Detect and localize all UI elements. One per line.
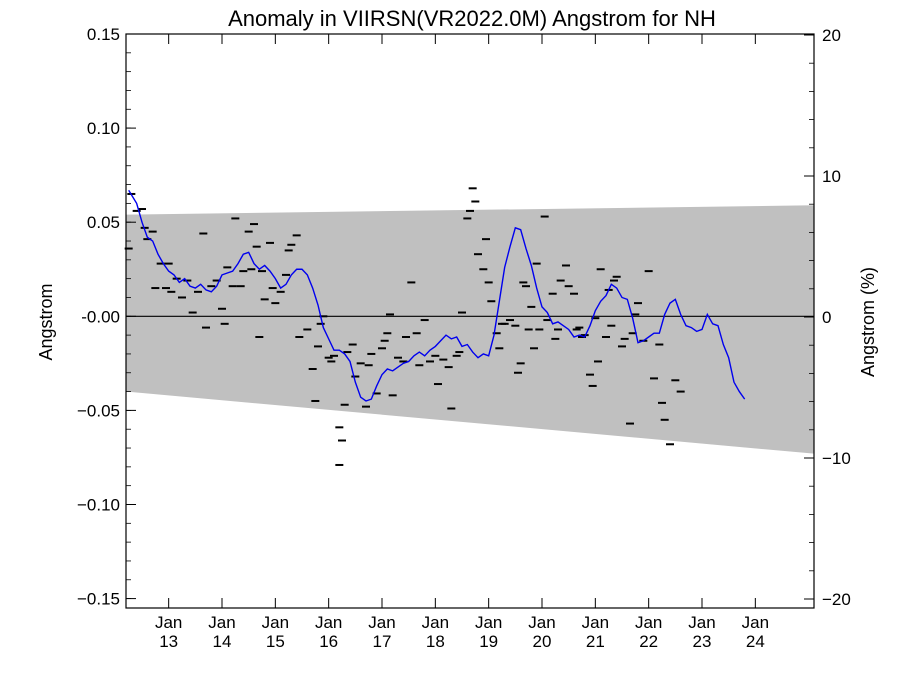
x-tick-label-year: 24 <box>746 632 765 651</box>
x-tick-label-month: Jan <box>582 613 609 632</box>
x-tick-label-year: 14 <box>213 632 232 651</box>
x-tick-label-month: Jan <box>155 613 182 632</box>
x-tick-label-year: 20 <box>533 632 552 651</box>
x-tick-label-month: Jan <box>742 613 769 632</box>
y-tick-label: -0.00 <box>81 307 120 326</box>
y-tick-label: 0.10 <box>87 119 120 138</box>
x-tick-label-year: 17 <box>373 632 392 651</box>
plot-frame <box>125 33 815 609</box>
y-right-tick-label: 0 <box>822 308 831 327</box>
y-right-tick-label: −20 <box>822 590 851 609</box>
y-axis-label: Angstrom <box>36 283 56 360</box>
x-tick-label-month: Jan <box>688 613 715 632</box>
plot-area: 0.15 0.10 0.05 -0.00 −0.05 −0.10 −0.15 20 10 0 −10… <box>77 25 851 651</box>
y-right-tick-label: 10 <box>822 167 841 186</box>
x-tick-label-year: 16 <box>319 632 338 651</box>
x-tick-label-year: 22 <box>639 632 658 651</box>
y-tick-label: −0.10 <box>77 495 120 514</box>
x-tick-label-month: Jan <box>368 613 395 632</box>
x-tick-label-month: Jan <box>475 613 502 632</box>
x-tick-label-month: Jan <box>208 613 235 632</box>
y-tick-label: 0.15 <box>87 25 120 44</box>
x-tick-label-month: Jan <box>422 613 449 632</box>
x-tick-label-year: 19 <box>479 632 498 651</box>
y-tick-label: −0.05 <box>77 401 120 420</box>
x-tick-label-month: Jan <box>262 613 289 632</box>
x-tick-label-month: Jan <box>528 613 555 632</box>
chart-title: Anomaly in VIIRSN(VR2022.0M) Angstrom fo… <box>228 6 716 31</box>
x-tick-label-year: 18 <box>426 632 445 651</box>
x-tick-label-year: 23 <box>693 632 712 651</box>
y-axis-label-right: Angstrom (%) <box>858 267 878 377</box>
y-tick-label: −0.15 <box>77 590 120 609</box>
x-tick-label-month: Jan <box>315 613 342 632</box>
y-tick-label: 0.05 <box>87 213 120 232</box>
series-line <box>128 189 746 402</box>
uncertainty-band <box>126 205 814 454</box>
x-tick-label-month: Jan <box>635 613 662 632</box>
x-tick-label-year: 21 <box>586 632 605 651</box>
y-right-tick-label: 20 <box>822 26 841 45</box>
y-right-tick-label: −10 <box>822 449 851 468</box>
x-tick-label-year: 13 <box>159 632 178 651</box>
x-tick-label-year: 15 <box>266 632 285 651</box>
